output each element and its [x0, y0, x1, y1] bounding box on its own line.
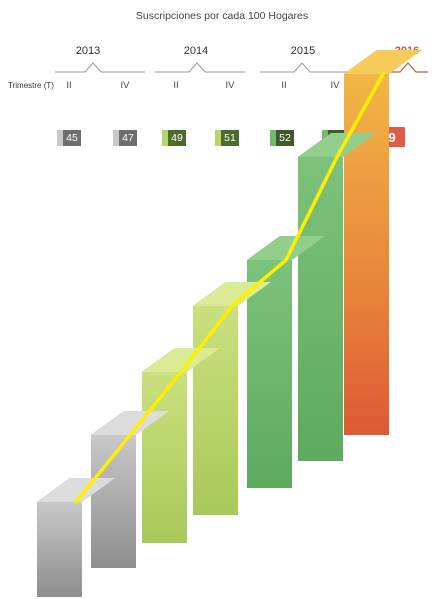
- quarter-label: IV: [330, 80, 340, 91]
- value-badge: 51: [215, 130, 239, 146]
- bar: [247, 236, 325, 488]
- year-brace-2015: [260, 62, 350, 73]
- quarter-label: IV: [120, 80, 130, 91]
- value-badge: 49: [162, 130, 186, 146]
- bar-top: [37, 478, 115, 502]
- quarter-label: II: [173, 80, 179, 91]
- bar-top: [247, 236, 325, 260]
- bar-front: [142, 372, 187, 543]
- value-badge: 45: [57, 130, 81, 146]
- quarter-axis-label: Trimestre (T): [8, 81, 54, 90]
- bar-top: [142, 348, 220, 372]
- bar: [298, 133, 376, 461]
- year-brace-2013: [55, 62, 145, 73]
- bar-front: [247, 260, 292, 488]
- quarter-label: II: [281, 80, 287, 91]
- bar: [344, 50, 422, 435]
- year-label-2014: 2014: [183, 45, 209, 57]
- bar-front: [344, 74, 389, 435]
- bar-top: [91, 411, 169, 435]
- bar-front: [193, 306, 238, 515]
- bar-front: [37, 502, 82, 597]
- quarter-label: II: [66, 80, 72, 91]
- year-label-2013: 2013: [75, 45, 101, 57]
- trend-line: [74, 72, 385, 504]
- chart-title: Suscripciones por cada 100 Hogares: [135, 10, 309, 22]
- year-label-2015: 2015: [290, 45, 316, 57]
- bar: [37, 478, 115, 597]
- bar-top: [344, 50, 422, 74]
- value-badge: 52: [270, 130, 294, 146]
- year-brace-2014: [155, 62, 245, 73]
- quarter-label: IV: [225, 80, 235, 91]
- value-badge: 47: [113, 130, 137, 146]
- bar-front: [298, 157, 343, 461]
- bar-top: [298, 133, 376, 157]
